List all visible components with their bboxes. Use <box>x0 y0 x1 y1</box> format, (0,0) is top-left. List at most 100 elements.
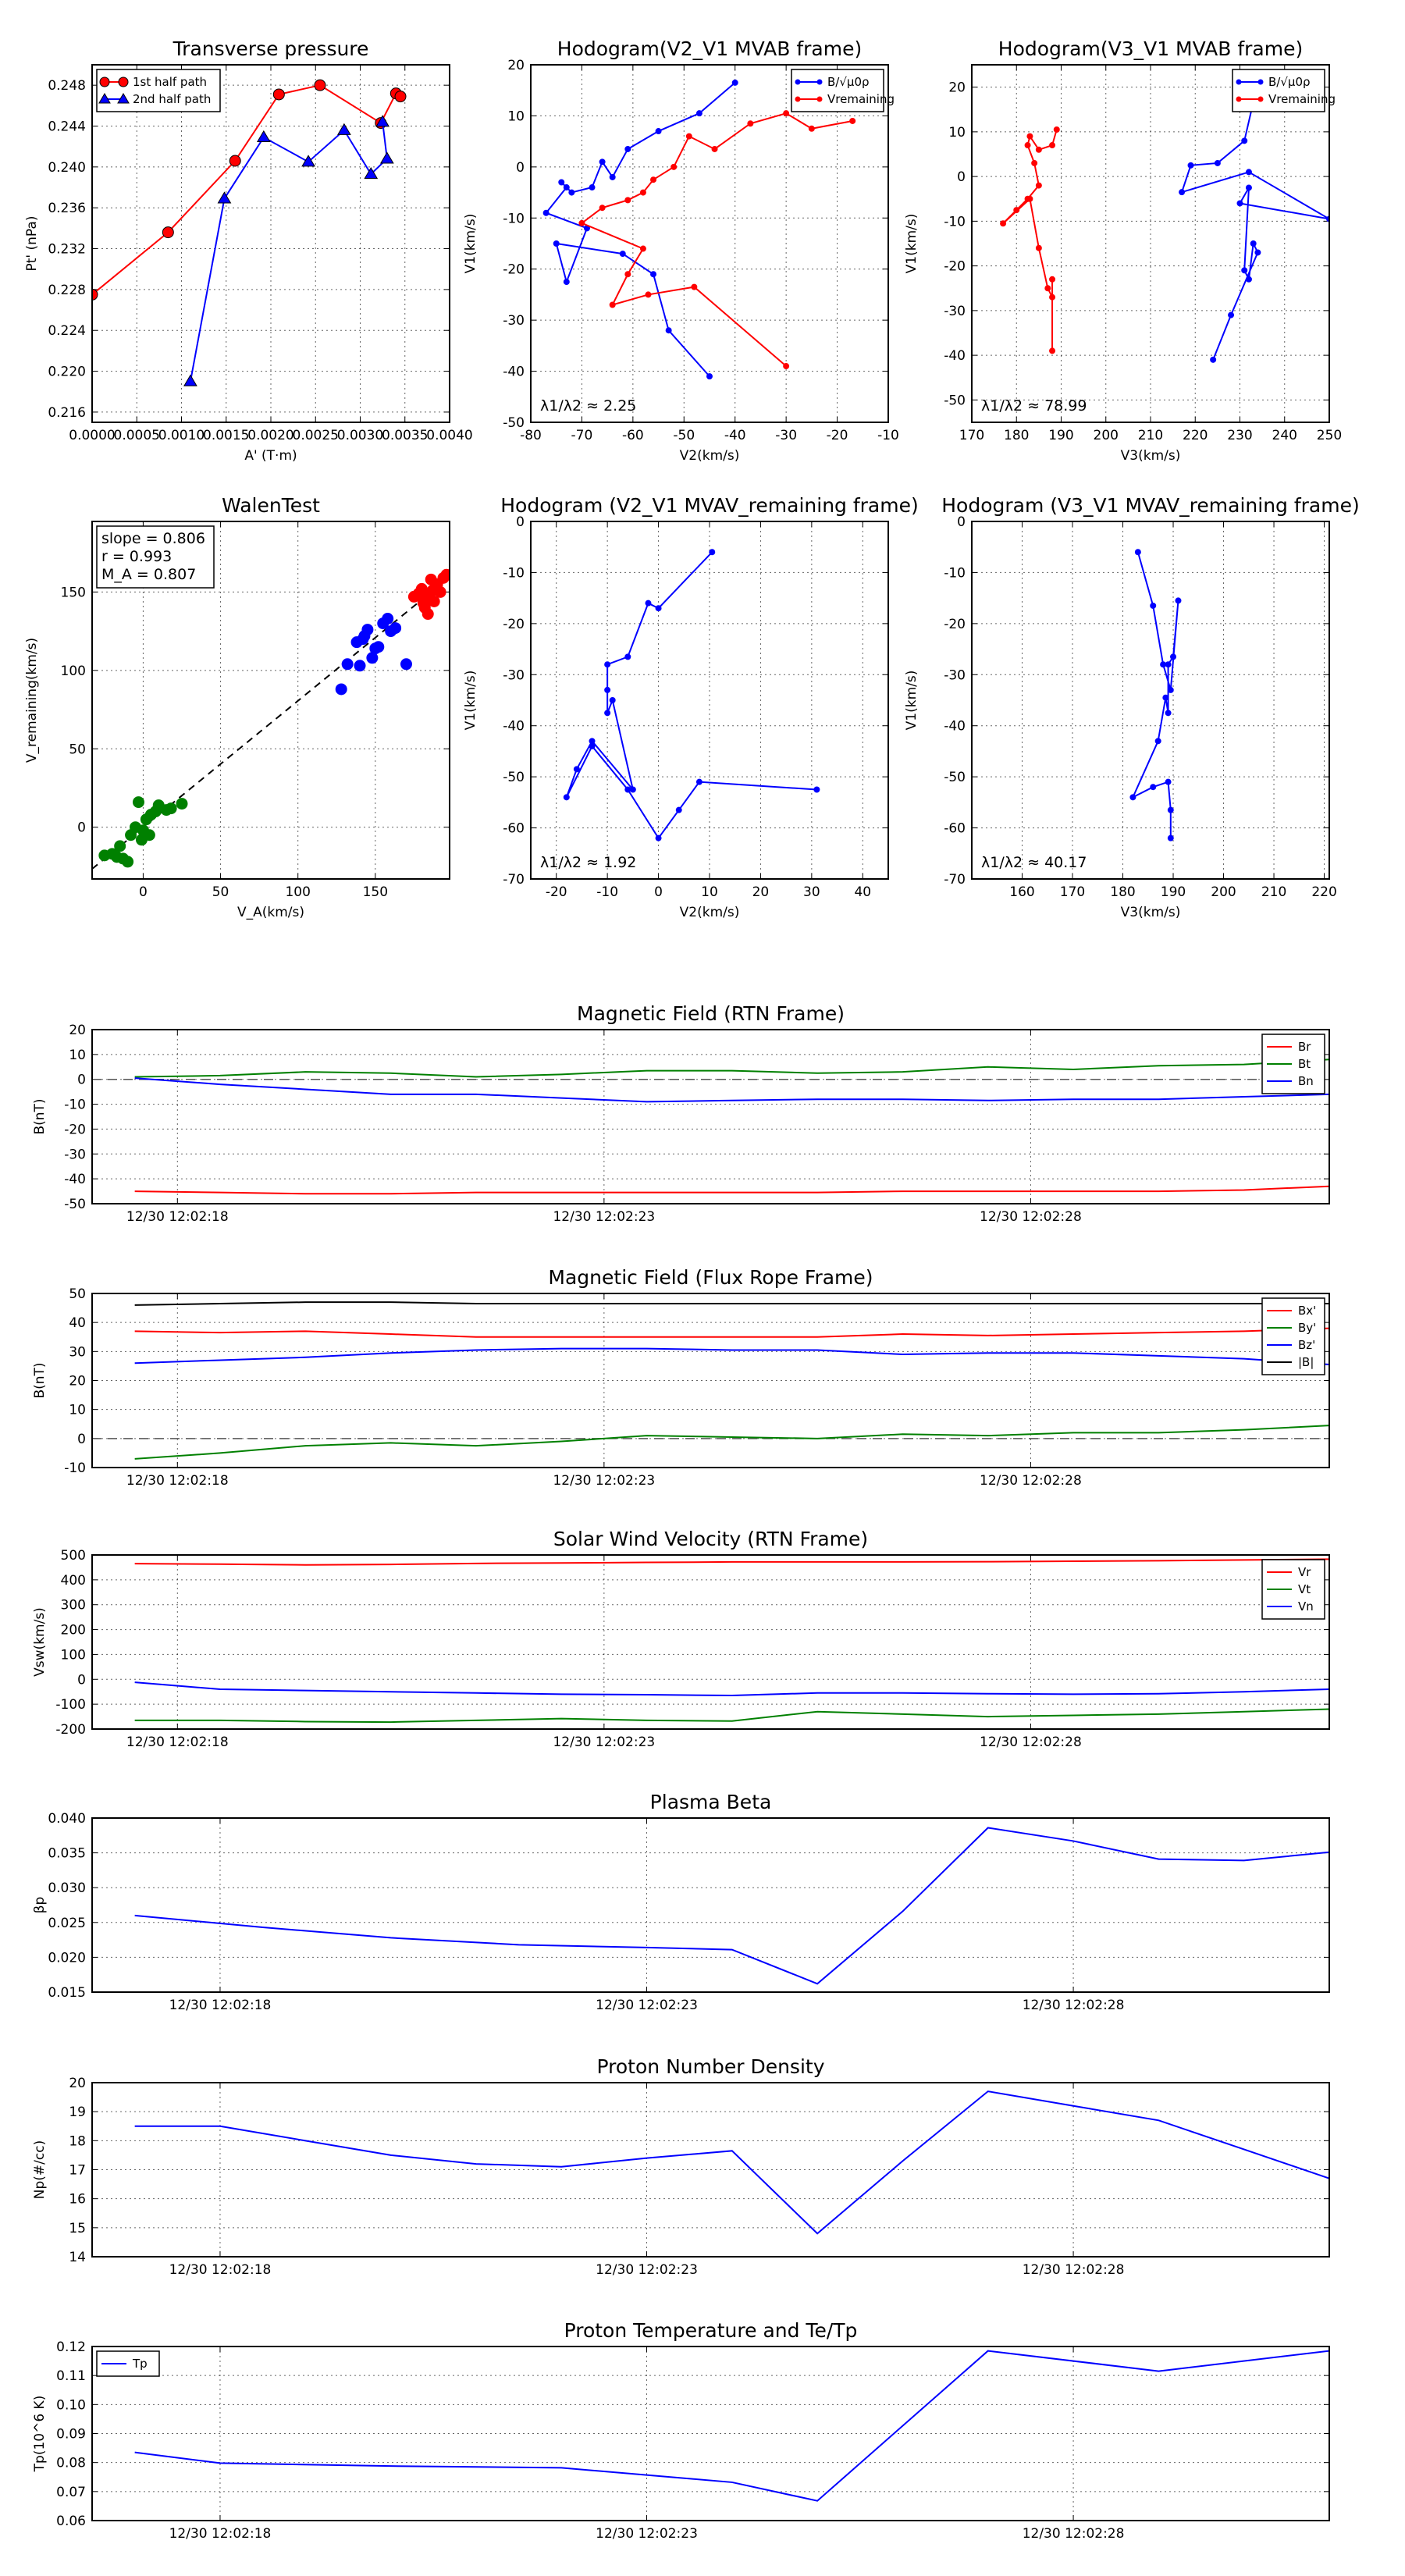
x-tick-label: 30 <box>803 884 820 900</box>
data-point <box>558 179 565 186</box>
x-tick-label: 170 <box>1060 884 1085 900</box>
x-tick-label: 220 <box>1311 884 1336 900</box>
y-axis-label: Pt' (nPa) <box>24 216 40 272</box>
x-tick-label: 250 <box>1317 428 1342 443</box>
y-tick-label: -10 <box>944 214 966 229</box>
y-tick-label: 10 <box>69 1403 86 1418</box>
x-tick-label: 160 <box>1009 884 1034 900</box>
x-tick-label: 190 <box>1161 884 1186 900</box>
data-point <box>783 110 790 117</box>
plot-area <box>134 1558 1329 1724</box>
data-point <box>624 786 631 793</box>
data-point <box>589 742 596 749</box>
y-tick-label: 20 <box>69 2076 86 2091</box>
x-tick-label: 20 <box>752 884 770 900</box>
x-tick-label: 12/30 12:02:18 <box>169 2526 272 2542</box>
data-point <box>650 271 657 278</box>
data-point <box>1254 249 1261 256</box>
x-tick-label: 0.0015 <box>203 428 249 443</box>
x-tick-label: 210 <box>1138 428 1163 443</box>
series-bt-line <box>134 1059 1329 1078</box>
legend-marker <box>99 76 110 87</box>
data-point <box>563 279 570 286</box>
x-tick-label: -10 <box>596 884 618 900</box>
legend-label: 2nd half path <box>133 92 211 106</box>
x-tick-label: 0.0020 <box>247 428 293 443</box>
y-axis-label: V1(km/s) <box>463 214 478 274</box>
x-tick-label: 0.0005 <box>114 428 160 443</box>
x-tick-label: 180 <box>1110 884 1135 900</box>
y-tick-label: 0.248 <box>48 78 86 94</box>
data-point <box>422 608 434 621</box>
y-tick-label: 50 <box>69 1286 86 1302</box>
y-tick-label: -20 <box>503 617 525 632</box>
legend-label: Vr <box>1298 1565 1311 1579</box>
y-axis-label: βp <box>32 1897 48 1914</box>
chart-c8: Magnetic Field (Flux Rope Frame) 12/30 12… <box>32 1266 1330 1489</box>
y-tick-label: 40 <box>69 1315 86 1331</box>
y-tick-label: 0.220 <box>48 365 86 380</box>
data-point <box>1150 602 1157 609</box>
chart-c3: Hodogram(V3_V1 MVAB frame)170 180 190 200 21… <box>904 37 1342 464</box>
data-point <box>563 794 570 801</box>
legend-marker <box>816 79 823 85</box>
plot-area <box>92 568 450 870</box>
chart-title: Magnetic Field (Flux Rope Frame) <box>548 1266 873 1289</box>
y-tick-label: 0 <box>957 169 966 185</box>
y-tick-label: 0.224 <box>48 323 86 339</box>
y-tick-label: 0.07 <box>56 2485 86 2500</box>
y-tick-label: 0 <box>957 514 966 530</box>
legend: B/√μ0ρ Vremaining <box>791 69 895 112</box>
legend: Br Bt Bn <box>1261 1034 1325 1094</box>
y-tick-label: 0.09 <box>56 2427 86 2443</box>
legend-marker <box>118 76 129 87</box>
data-point <box>783 363 790 370</box>
y-tick-label: 100 <box>61 664 86 679</box>
legend-label: By' <box>1298 1321 1316 1335</box>
data-point <box>706 373 713 380</box>
data-point <box>1165 778 1172 785</box>
chart-c12: Proton Temperature and Te/Tp 12/30 12:02:… <box>32 2319 1330 2542</box>
y-tick-label: 0.236 <box>48 201 86 216</box>
data-point <box>1026 195 1033 202</box>
legend-marker <box>1257 79 1264 85</box>
chart-c2: Hodogram(V2_V1 MVAB frame) -80 -70 -60 -50 -4… <box>463 37 899 464</box>
y-axis-label: V_remaining(km/s) <box>24 638 40 763</box>
x-tick-label: 12/30 12:02:23 <box>553 1473 655 1489</box>
y-tick-label: 10 <box>69 1048 86 1063</box>
x-tick-label: 0.0000 <box>69 428 115 443</box>
plot-frame <box>91 2082 1330 2258</box>
data-point <box>1160 661 1167 668</box>
data-point <box>1049 294 1056 301</box>
data-point <box>599 205 606 212</box>
x-tick-label: 210 <box>1261 884 1286 900</box>
stats-line: M_A = 0.807 <box>101 566 196 583</box>
series-1st-half-path-line <box>92 84 401 296</box>
chart-title: Transverse pressure <box>173 37 369 60</box>
data-point <box>1245 276 1252 283</box>
data-point <box>655 834 662 841</box>
x-tick-label: 50 <box>212 884 229 900</box>
data-point <box>849 117 856 124</box>
data-point <box>589 184 596 191</box>
y-tick-label: 10 <box>948 125 966 141</box>
plot-area <box>134 1827 1329 1985</box>
legend-label: Vt <box>1298 1582 1311 1596</box>
y-tick-label: -20 <box>503 262 525 278</box>
data-point <box>695 110 702 117</box>
x-tick-label: 0.0030 <box>337 428 383 443</box>
x-tick-label: 12/30 12:02:28 <box>1023 2526 1125 2542</box>
data-point <box>272 88 285 101</box>
data-point <box>256 130 271 143</box>
x-tick-label: 170 <box>959 428 984 443</box>
y-tick-label: 0.020 <box>48 1950 86 1966</box>
x-tick-label: 12/30 12:02:23 <box>596 1998 698 2013</box>
series-tp-line <box>134 2350 1329 2502</box>
y-tick-label: 0 <box>77 1672 86 1688</box>
x-tick-label: 100 <box>285 884 310 900</box>
y-tick-label: 0.025 <box>48 1916 86 1931</box>
plot-frame <box>91 1817 1330 1993</box>
x-tick-label: 150 <box>363 884 388 900</box>
plot-area <box>134 1301 1329 1460</box>
chart-title: Hodogram (V3_V1 MVAV_remaining frame) <box>941 494 1360 517</box>
